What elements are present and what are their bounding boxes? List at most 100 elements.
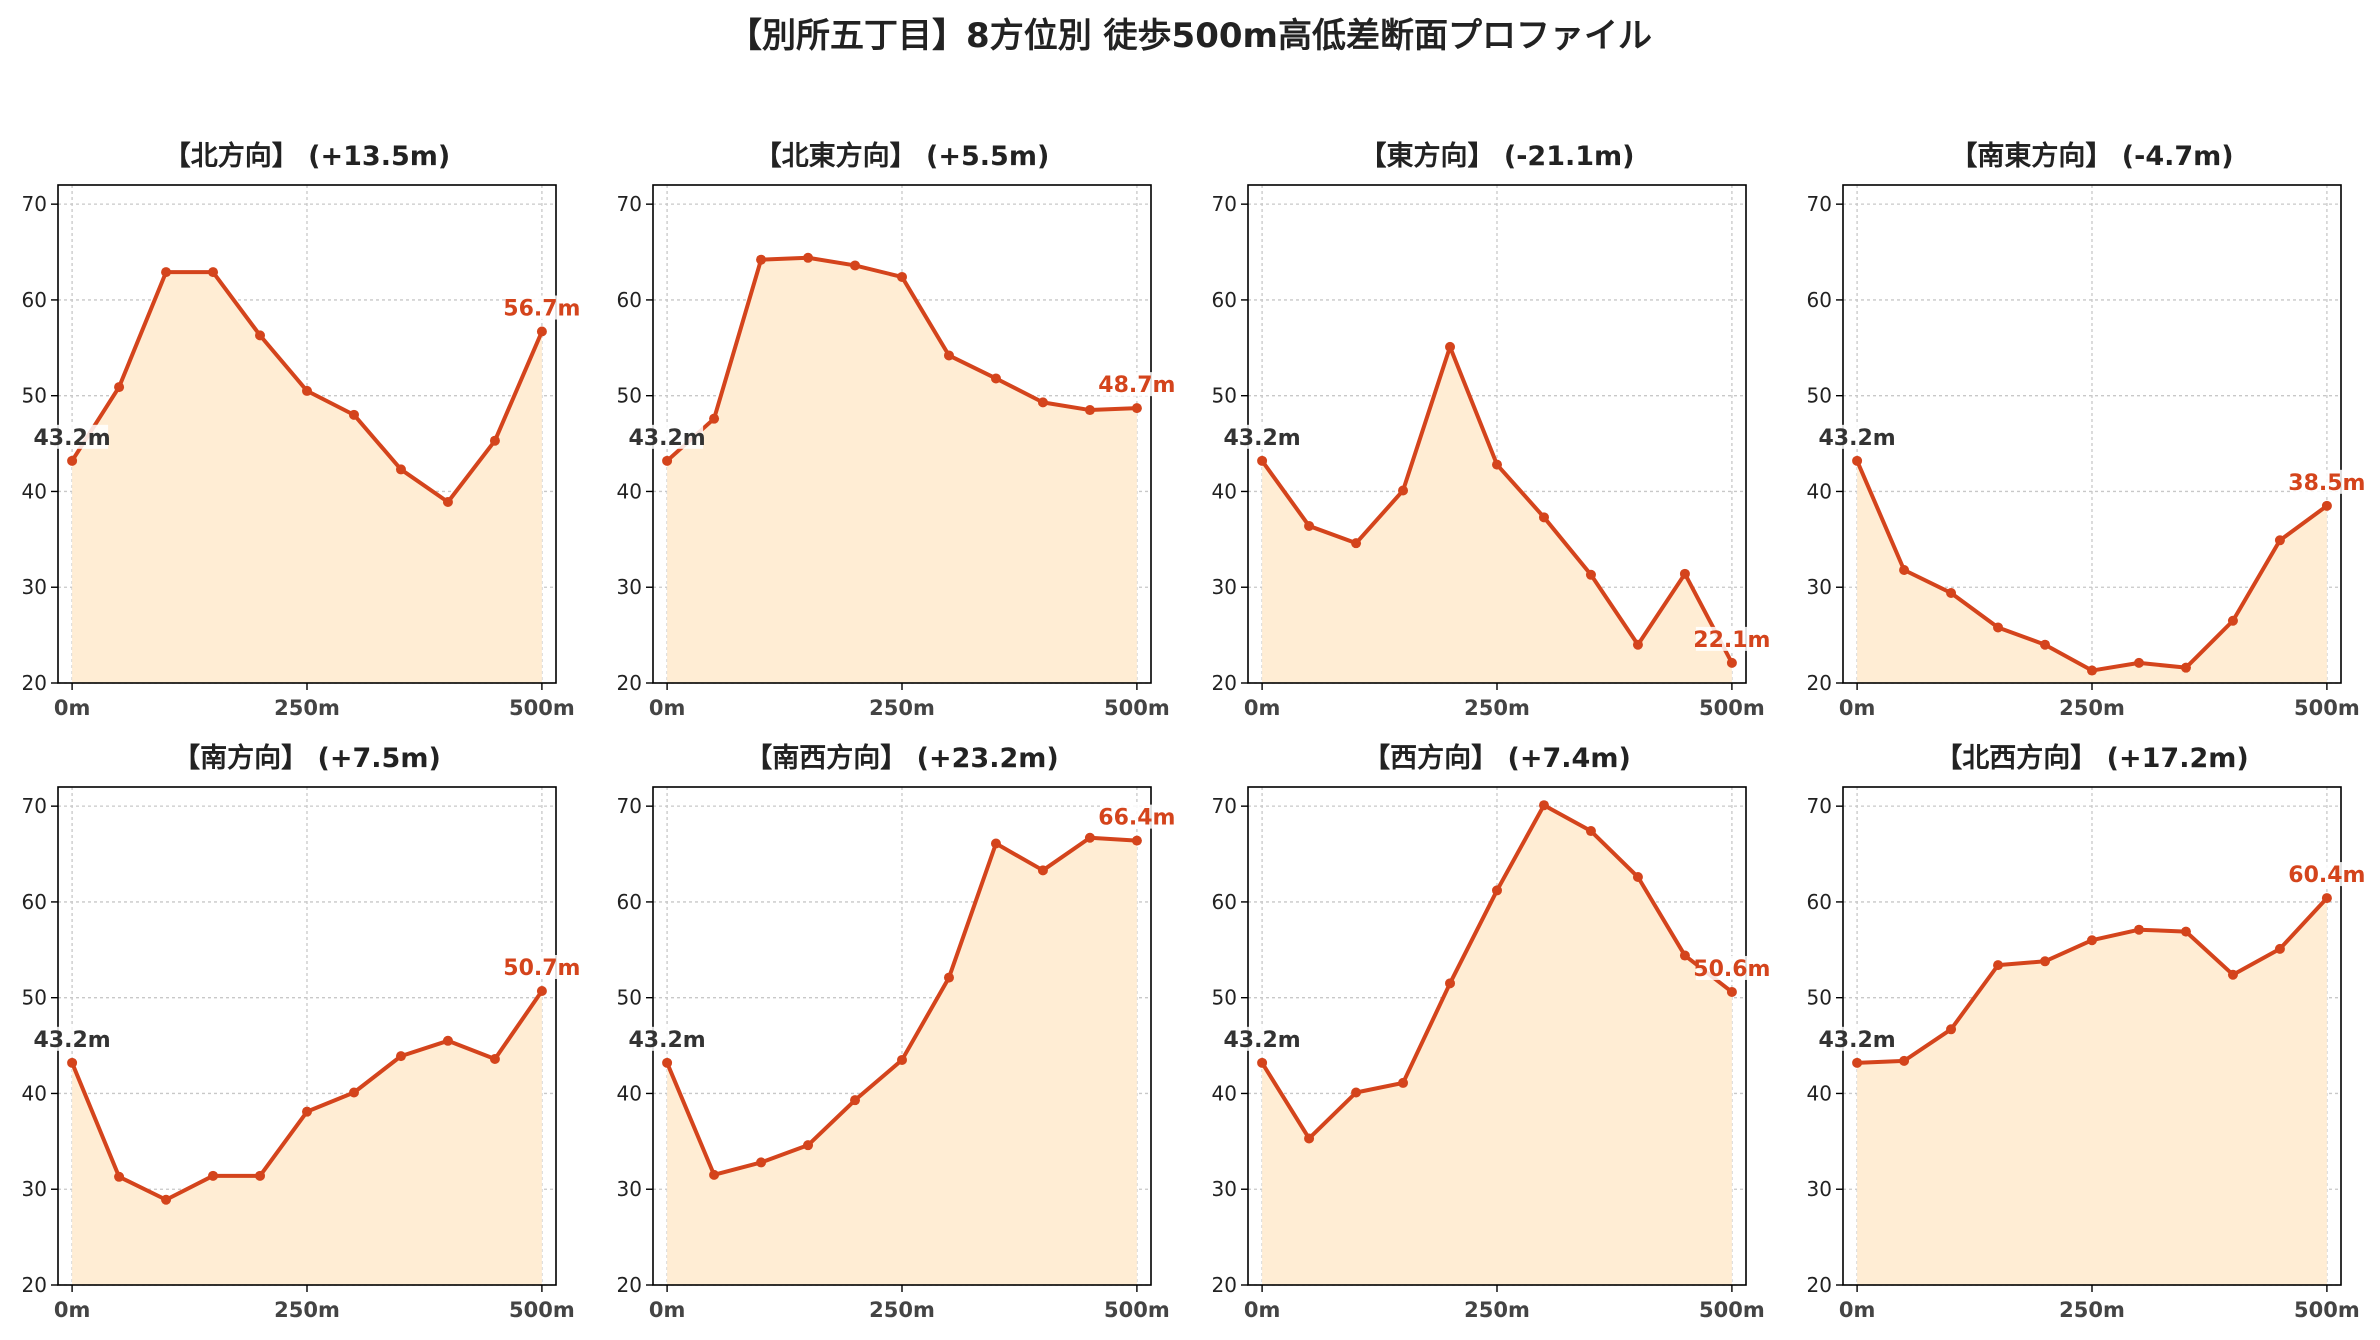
data-point	[1445, 341, 1456, 352]
data-point	[2227, 969, 2238, 980]
data-point	[850, 1095, 861, 1106]
start-elevation-label: 43.2m	[628, 426, 705, 451]
start-elevation-label: 43.2m	[33, 1028, 110, 1053]
x-tick-label: 0m	[649, 696, 686, 720]
x-tick-label: 250m	[2059, 696, 2125, 720]
y-tick-label: 20	[22, 671, 47, 695]
data-point	[1445, 978, 1456, 989]
x-tick-label: 0m	[54, 696, 91, 720]
x-tick-label: 0m	[1839, 696, 1876, 720]
data-point	[255, 330, 266, 341]
y-tick-label: 70	[1212, 192, 1237, 216]
data-point	[1632, 872, 1643, 883]
data-point	[2133, 657, 2144, 668]
y-tick-label: 50	[617, 986, 642, 1010]
x-tick-label: 500m	[1104, 1298, 1170, 1322]
data-point	[536, 326, 547, 337]
data-point	[395, 1051, 406, 1062]
end-label-bg	[505, 954, 578, 979]
data-point	[709, 413, 720, 424]
data-point	[1351, 1087, 1362, 1098]
y-tick-label: 60	[1212, 890, 1237, 914]
y-tick-label: 70	[22, 794, 47, 818]
elevation-area	[1262, 805, 1732, 1285]
y-tick-label: 40	[1807, 479, 1832, 503]
end-label-bg	[2290, 469, 2363, 494]
data-point	[2321, 893, 2332, 904]
x-tick-label: 500m	[509, 1298, 575, 1322]
y-tick-label: 70	[1807, 794, 1832, 818]
y-tick-label: 20	[1807, 671, 1832, 695]
data-point	[1946, 587, 1957, 598]
start-elevation-label: 43.2m	[1818, 426, 1895, 451]
data-point	[536, 985, 547, 996]
data-point	[943, 972, 954, 983]
data-point	[850, 260, 861, 271]
start-label-bg	[1821, 1026, 1894, 1051]
start-elevation-label: 43.2m	[628, 1028, 705, 1053]
data-point	[1538, 800, 1549, 811]
y-tick-label: 50	[1807, 986, 1832, 1010]
y-tick-label: 70	[1807, 192, 1832, 216]
start-label-bg	[631, 424, 704, 449]
x-tick-label: 0m	[1839, 1298, 1876, 1322]
y-tick-label: 50	[1807, 384, 1832, 408]
y-tick-label: 20	[1212, 671, 1237, 695]
data-point	[161, 267, 172, 278]
y-tick-label: 70	[617, 192, 642, 216]
y-tick-label: 40	[22, 1081, 47, 1105]
data-point	[489, 435, 500, 446]
end-label-bg	[505, 295, 578, 320]
data-point	[1084, 832, 1095, 843]
y-tick-label: 40	[22, 479, 47, 503]
x-tick-label: 0m	[1244, 696, 1281, 720]
end-label-bg	[1695, 626, 1768, 651]
data-point	[1899, 564, 1910, 575]
chart-title: 【南方向】 (+7.5m)	[173, 742, 441, 774]
y-tick-label: 40	[617, 479, 642, 503]
end-label-bg	[1695, 955, 1768, 980]
y-tick-label: 70	[22, 192, 47, 216]
y-tick-label: 20	[617, 1273, 642, 1297]
y-tick-label: 60	[1807, 890, 1832, 914]
data-point	[1585, 569, 1596, 580]
data-point	[2040, 639, 2051, 650]
data-point	[1538, 512, 1549, 523]
data-point	[1899, 1055, 1910, 1066]
x-tick-label: 500m	[509, 696, 575, 720]
x-tick-label: 500m	[2294, 1298, 2360, 1322]
chart-title: 【北西方向】 (+17.2m)	[1935, 742, 2248, 774]
y-tick-label: 50	[22, 384, 47, 408]
x-tick-label: 250m	[274, 1298, 340, 1322]
end-label-bg	[1100, 804, 1173, 829]
y-tick-label: 30	[22, 575, 47, 599]
end-label-bg	[2290, 862, 2363, 887]
y-tick-label: 20	[1212, 1273, 1237, 1297]
end-elevation-label: 50.7m	[503, 956, 580, 981]
y-tick-label: 60	[1212, 288, 1237, 312]
data-point	[255, 1170, 266, 1181]
end-elevation-label: 50.6m	[1693, 957, 1770, 982]
data-point	[803, 252, 814, 263]
data-point	[1351, 538, 1362, 549]
x-tick-label: 0m	[54, 1298, 91, 1322]
y-tick-label: 50	[1212, 986, 1237, 1010]
data-point	[2087, 935, 2097, 946]
y-tick-label: 30	[22, 1177, 47, 1201]
x-tick-label: 500m	[2294, 696, 2360, 720]
data-point	[348, 409, 359, 420]
data-point	[803, 1140, 814, 1151]
